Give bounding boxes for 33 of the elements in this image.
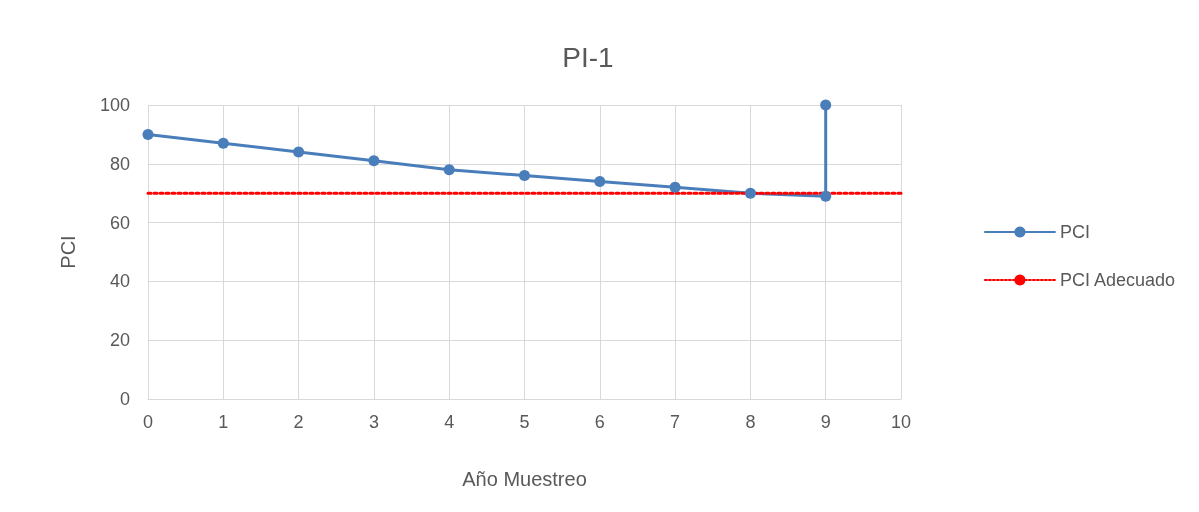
y-tick-label: 100 [99,95,130,115]
x-tick-label: 10 [890,412,912,432]
x-tick-label: 4 [444,412,455,432]
chart-title: PI-1 [562,41,614,73]
point [519,170,530,182]
x-tick-label: 5 [519,412,530,432]
x-tick-label: 1 [218,412,229,432]
x-tick-label: 3 [368,412,379,432]
x-axis-title: Año Muestreo [462,468,587,490]
x-tick-label: 7 [670,412,681,432]
point [820,99,832,111]
y-axis-title: PCI [57,235,79,269]
y-tick-label: 40 [109,271,130,292]
y-tick-label: 0 [119,389,130,409]
point [744,187,756,199]
point [594,175,606,187]
y-tick-label: 60 [109,212,130,233]
x-tick-label: 9 [820,412,831,432]
legend-label: PCI Adecuado [1059,270,1176,290]
point [142,128,154,140]
point [669,181,681,193]
x-tick-label: 0 [142,412,154,432]
y-tick-label: 20 [109,330,130,351]
point [443,164,455,176]
legend-label: PCI [1059,222,1090,242]
x-tick-label: 2 [293,412,304,432]
point [368,155,380,167]
point [293,146,305,158]
point [820,190,832,202]
x-tick-label: 6 [594,412,605,432]
point [217,137,229,149]
x-tick-label: 8 [745,412,756,432]
y-tick-label: 80 [109,153,130,174]
